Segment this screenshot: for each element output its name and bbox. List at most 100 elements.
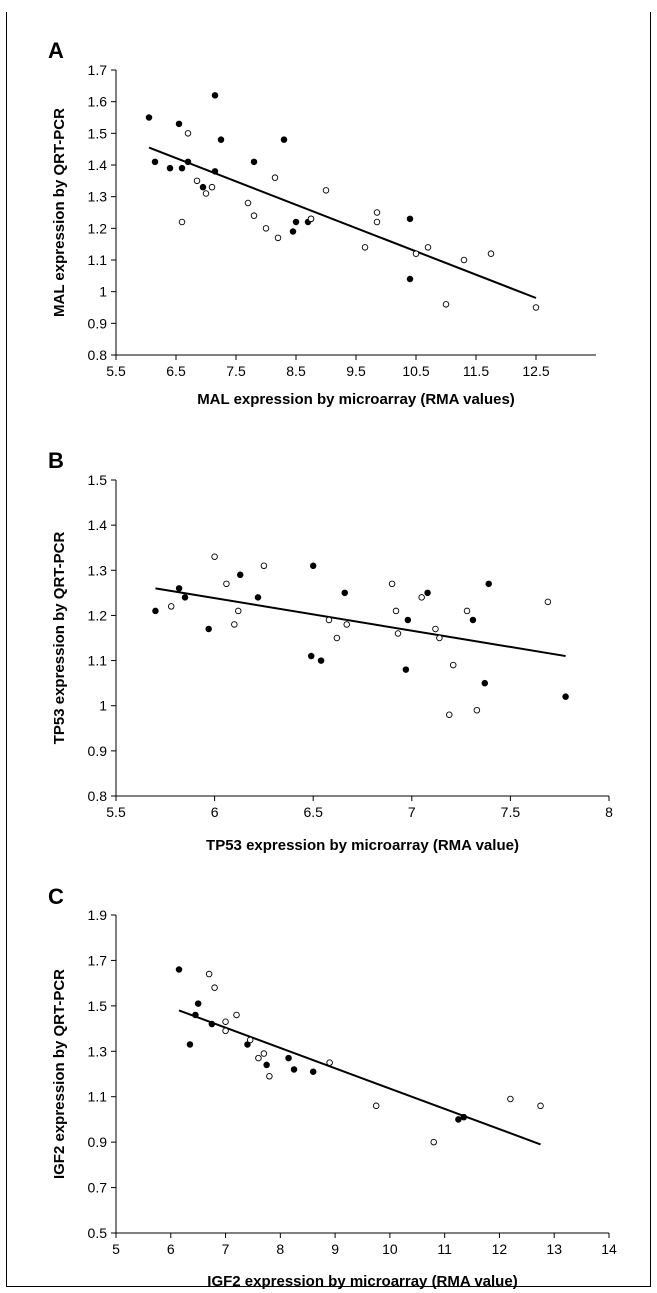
data-point-open xyxy=(211,553,218,560)
data-point-open xyxy=(184,130,192,137)
data-point-filled xyxy=(307,652,315,660)
data-point-open xyxy=(333,634,341,642)
y-tick-label: 0.9 xyxy=(88,315,108,331)
x-axis-label: TP53 expression by microarray (RMA value… xyxy=(206,837,519,854)
data-point-open xyxy=(392,607,400,615)
data-point-filled xyxy=(289,228,297,235)
trendline xyxy=(155,587,566,658)
data-point-filled xyxy=(263,1061,270,1069)
y-tick-label: 0.9 xyxy=(88,1134,108,1150)
data-point-filled xyxy=(181,594,189,601)
data-point-filled xyxy=(309,1068,317,1075)
data-point-open xyxy=(231,621,238,628)
x-tick-label: 6.5 xyxy=(166,363,186,379)
data-point-filled xyxy=(404,616,412,624)
y-tick-label: 1.5 xyxy=(88,125,108,141)
y-tick-label: 0.5 xyxy=(88,1225,108,1241)
data-point-open xyxy=(274,234,282,242)
y-tick-label: 1.5 xyxy=(88,472,108,488)
trendline xyxy=(178,1009,541,1146)
y-tick-label: 0.7 xyxy=(88,1180,108,1196)
x-tick-label: 7.5 xyxy=(226,363,246,379)
data-point-open xyxy=(394,630,402,637)
chart-panel-c: C 0.5 0.7 0.9 1.1 1.3 1.5 1.7 1.9 5 6 7 8 9 10 11 12 13 14… xyxy=(48,884,617,1290)
data-point-open xyxy=(544,598,552,606)
x-tick-label: 5 xyxy=(112,1241,120,1257)
data-point-filled xyxy=(309,562,317,570)
x-tick-label: 9.5 xyxy=(346,363,366,379)
data-point-open xyxy=(178,218,186,226)
data-point-open xyxy=(255,1054,262,1062)
y-tick-label: 1.1 xyxy=(88,1089,108,1105)
x-tick-label: 7.5 xyxy=(501,804,521,820)
data-point-open xyxy=(260,562,268,570)
figure-frame xyxy=(6,12,651,1287)
x-tick-label: 6 xyxy=(167,1241,175,1257)
y-tick-label: 1.1 xyxy=(88,252,108,268)
y-tick-label: 1.2 xyxy=(88,607,108,623)
data-point-filled xyxy=(211,168,219,175)
x-tick-label: 8 xyxy=(605,804,613,820)
data-point-open xyxy=(412,250,420,257)
data-point-open xyxy=(430,1138,437,1146)
data-point-open xyxy=(446,711,453,718)
x-tick-label: 6.5 xyxy=(303,804,323,820)
data-point-open xyxy=(244,199,252,207)
data-point-filled xyxy=(469,616,477,624)
y-tick-label: 0.8 xyxy=(88,788,108,804)
data-point-filled xyxy=(402,666,410,673)
data-point-filled xyxy=(481,679,489,687)
data-point-open xyxy=(211,984,218,991)
data-point-open xyxy=(222,1027,229,1035)
data-point-open xyxy=(463,607,471,615)
data-point-open xyxy=(442,301,450,308)
y-tick-label: 0.9 xyxy=(88,743,108,759)
data-point-open xyxy=(432,625,439,633)
data-point-open xyxy=(388,580,396,588)
y-tick-label: 1.7 xyxy=(88,952,108,968)
data-point-open xyxy=(260,1050,268,1057)
data-point-open xyxy=(373,218,381,226)
data-point-filled xyxy=(217,136,225,143)
y-tick-label: 1.4 xyxy=(88,517,108,533)
data-point-open xyxy=(532,304,540,311)
chart-panel-a: A 0.8 0.9 1 1.1 1.2 1.3 1.4 1.5 1.6 1.7 5.5 6.5 7.5 8.… xyxy=(48,38,596,408)
data-point-filled xyxy=(285,1054,292,1062)
x-tick-label: 8 xyxy=(276,1241,284,1257)
data-point-open xyxy=(266,1073,273,1080)
data-point-filled xyxy=(236,571,244,579)
data-point-filled xyxy=(145,114,153,121)
data-point-open xyxy=(424,244,432,251)
x-tick-label: 11 xyxy=(437,1241,452,1257)
data-point-open xyxy=(246,1036,254,1044)
y-tick-label: 1.3 xyxy=(88,562,108,578)
data-point-filled xyxy=(175,585,183,592)
data-point-open xyxy=(436,634,443,642)
data-point-open xyxy=(418,594,425,601)
x-tick-label: 11.5 xyxy=(463,363,489,379)
panel-label: B xyxy=(48,448,64,473)
data-point-filled xyxy=(317,657,325,664)
data-point-filled xyxy=(460,1113,468,1121)
panel-label: A xyxy=(48,38,64,63)
data-point-filled xyxy=(186,1041,194,1048)
x-axis-label: MAL expression by microarray (RMA values… xyxy=(197,391,515,408)
data-point-open xyxy=(361,244,369,251)
x-tick-label: 7 xyxy=(222,1241,230,1257)
y-tick-label: 1.5 xyxy=(88,998,108,1014)
data-point-open xyxy=(233,1011,240,1019)
x-tick-label: 12.5 xyxy=(522,363,549,379)
x-axis-label: IGF2 expression by microarray (RMA value… xyxy=(207,1273,517,1290)
x-tick-label: 8.5 xyxy=(286,363,306,379)
y-tick-label: 1.9 xyxy=(88,907,108,923)
y-tick-label: 1.3 xyxy=(88,1043,108,1059)
data-point-open xyxy=(537,1102,544,1110)
y-tick-label: 1.7 xyxy=(88,62,108,78)
data-point-filled xyxy=(292,218,300,226)
data-point-filled xyxy=(280,136,288,143)
data-point-filled xyxy=(485,580,492,588)
x-tick-label: 14 xyxy=(601,1241,617,1257)
data-point-filled xyxy=(194,1000,202,1007)
data-point-filled xyxy=(166,164,174,172)
